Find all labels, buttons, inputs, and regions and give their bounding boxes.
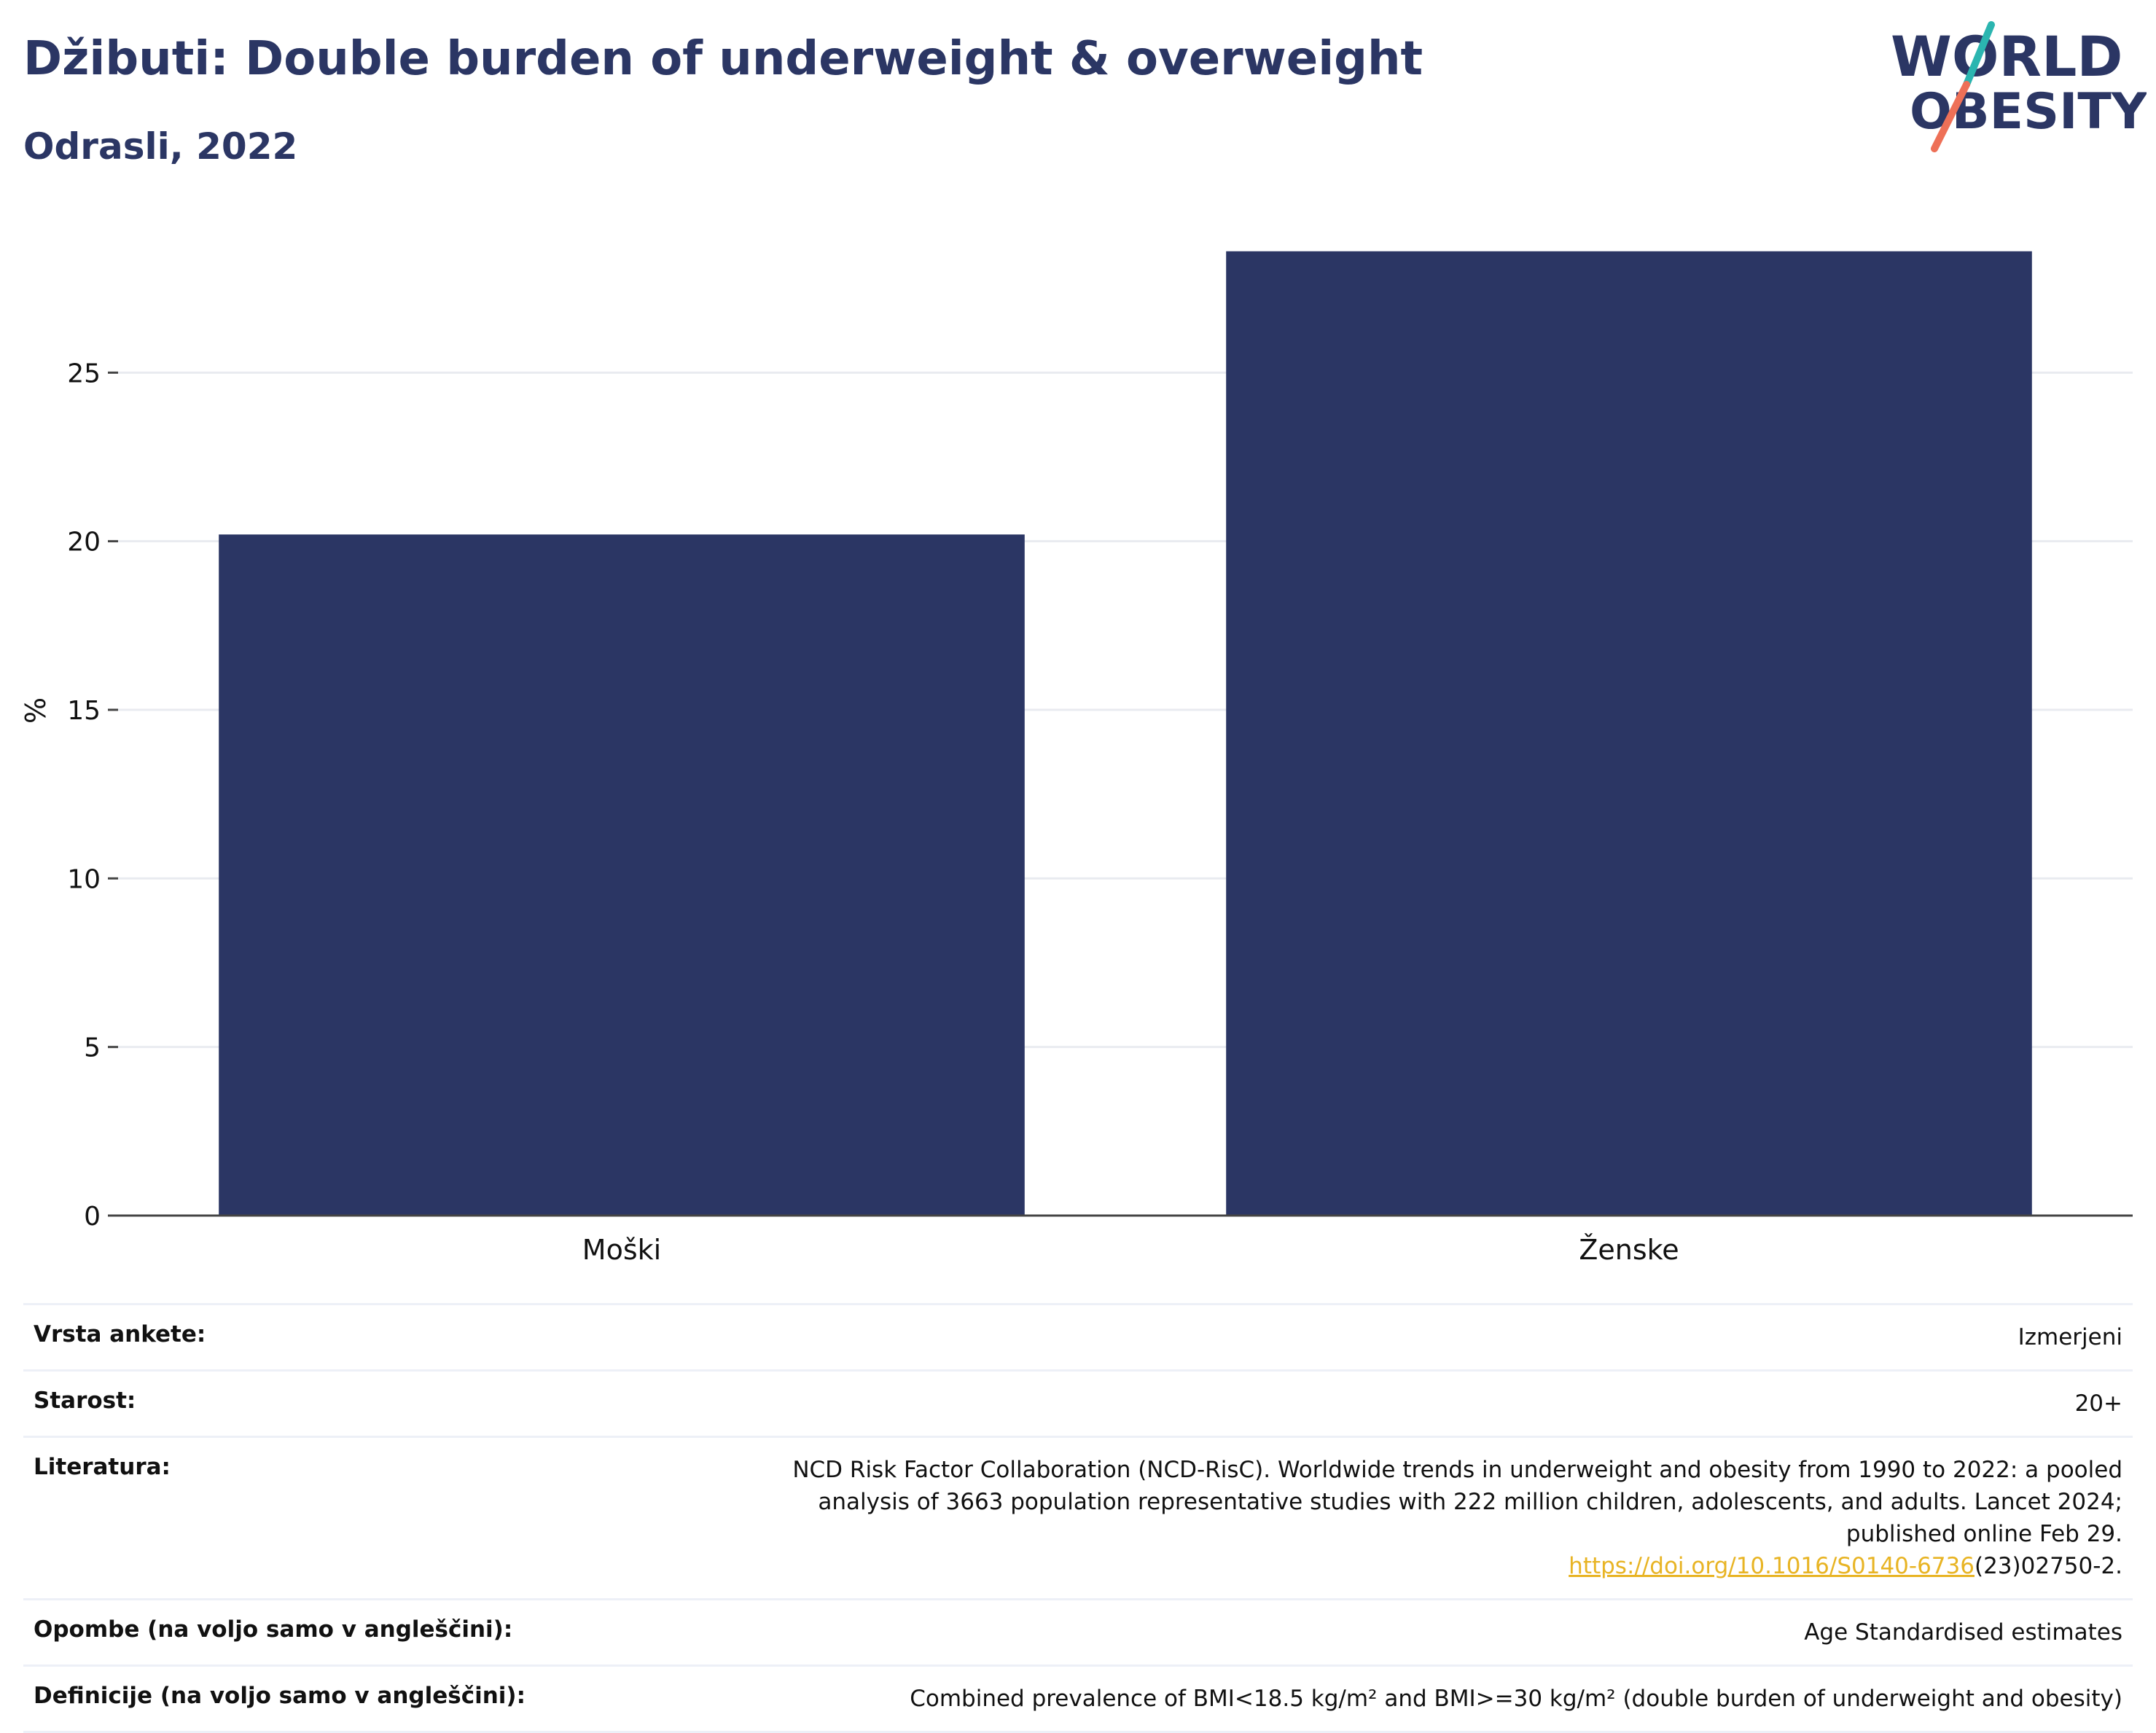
bar (219, 534, 1025, 1216)
info-row-survey-type: Vrsta ankete: Izmerjeni (23, 1302, 2133, 1371)
info-table: Vrsta ankete: Izmerjeni Starost: 20+ Lit… (23, 1302, 2133, 1733)
info-value: Age Standardised estimates (700, 1598, 2133, 1666)
y-tick-label: 10 (67, 864, 101, 894)
bar-chart: 0 5 10 15 20 25 Moški Ženske % (20, 251, 2133, 1266)
info-row-age: Starost: 20+ (23, 1369, 2133, 1437)
info-value-literature: NCD Risk Factor Collaboration (NCD-RisC)… (700, 1436, 2133, 1600)
y-tick-label: 25 (67, 359, 101, 388)
bar (1226, 251, 2032, 1216)
bars (219, 251, 2032, 1216)
logo-slash-teal (1963, 21, 1995, 88)
world-obesity-logo: WORLD OBESITY (1891, 21, 2147, 152)
info-label: Opombe (na voljo samo v angleščini): (23, 1598, 700, 1666)
x-tick-label: Ženske (1579, 1234, 1679, 1266)
info-row-notes: Opombe (na voljo samo v angleščini): Age… (23, 1598, 2133, 1666)
logo-slash-coral (1931, 81, 1970, 152)
y-tick-label: 20 (67, 528, 101, 558)
info-row-definitions: Definicije (na voljo samo v angleščini):… (23, 1664, 2133, 1733)
info-label: Definicije (na voljo samo v angleščini): (23, 1664, 700, 1733)
info-value: 20+ (700, 1369, 2133, 1437)
y-axis-label: % (20, 697, 52, 724)
info-value: Combined prevalence of BMI<18.5 kg/m² an… (700, 1664, 2133, 1733)
info-value: Izmerjeni (700, 1302, 2133, 1371)
doi-suffix: (23)02750-2. (1974, 1553, 2122, 1580)
doi-link[interactable]: https://doi.org/10.1016/S0140-6736 (1569, 1553, 1975, 1580)
info-label: Vrsta ankete: (23, 1302, 700, 1371)
y-tick-label: 5 (84, 1033, 101, 1063)
x-tick-label: Moški (582, 1234, 661, 1266)
info-label: Starost: (23, 1369, 700, 1437)
chart-subtitle: Odrasli, 2022 (23, 125, 298, 168)
logo-word-world: WORLD (1891, 24, 2122, 89)
info-row-literature: Literatura: NCD Risk Factor Collaboratio… (23, 1436, 2133, 1600)
citation-text: NCD Risk Factor Collaboration (NCD-RisC)… (792, 1457, 2122, 1548)
info-label: Literatura: (23, 1436, 700, 1600)
y-tick-label: 15 (67, 696, 101, 726)
chart-title: Džibuti: Double burden of underweight & … (23, 32, 1423, 86)
axes: 0 5 10 15 20 25 Moški Ženske (67, 359, 2133, 1266)
y-tick-label: 0 (84, 1202, 101, 1232)
